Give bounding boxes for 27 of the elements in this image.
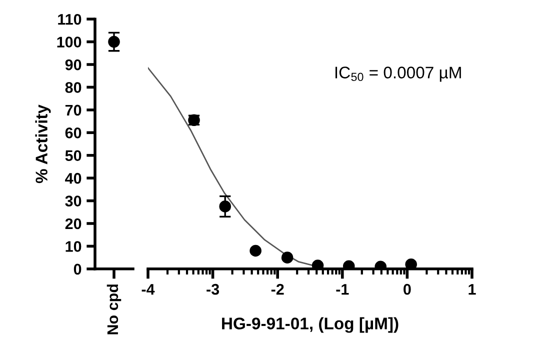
y-axis-title: % Activity: [35, 104, 51, 184]
y-tick-label: 110: [58, 14, 82, 25]
y-tick-label: 40: [65, 172, 82, 184]
y-tick-label: 100: [57, 36, 82, 48]
y-tick-label: 0: [74, 264, 82, 275]
y-tick-label: 60: [65, 128, 82, 138]
point: [405, 258, 417, 269]
y-tick-label: 20: [65, 218, 82, 230]
point: [250, 244, 262, 257]
x-tick-label: -2: [271, 284, 284, 295]
y-tick-label: 10: [66, 241, 82, 252]
point: [281, 252, 294, 264]
x-tick-label: No cpd: [106, 284, 122, 334]
annotation: IC$_{50}$ = 0.0007 µM: [335, 66, 461, 82]
y-tick-label: 70: [65, 104, 82, 116]
y-tick-label: 50: [65, 150, 82, 162]
x-tick-label: 1: [468, 284, 476, 295]
y-tick-label: 30: [65, 196, 82, 206]
point: [312, 260, 324, 269]
x-tick-label: 0: [404, 284, 411, 295]
y-tick-label: 80: [65, 82, 82, 93]
x-tick-label: -1: [336, 284, 349, 295]
x-tick-label: -3: [206, 284, 220, 295]
point: [219, 200, 232, 212]
x-tick-label: -4: [142, 284, 155, 295]
y-tick-label: 90: [65, 59, 82, 70]
x-axis-title: HG-9-91-01, (Log [µM]): [222, 317, 398, 333]
